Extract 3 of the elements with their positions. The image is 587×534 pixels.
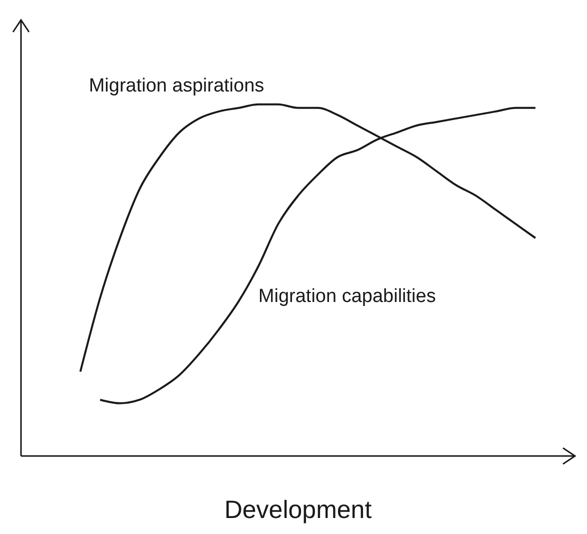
series-label: Migration capabilities <box>258 286 436 308</box>
x-axis-title: Development <box>224 496 372 524</box>
series-label: Migration aspirations <box>88 75 264 96</box>
